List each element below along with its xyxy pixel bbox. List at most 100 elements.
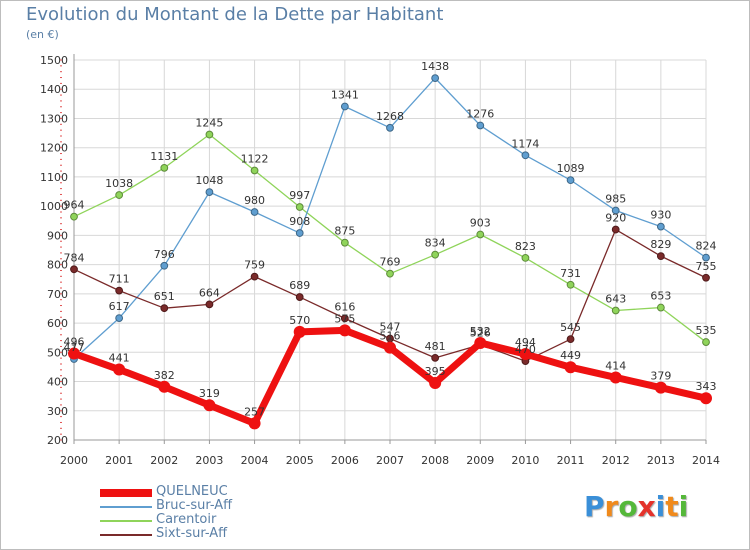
data-label-quelneuc: 449 [560,349,581,362]
y-tick-label: 800 [47,259,68,272]
data-point-carentoir [611,306,620,315]
legend-swatch [100,534,152,536]
y-tick-label: 500 [47,346,68,359]
data-point-quelneuc [700,392,712,405]
data-label-sixt-sur-aff: 689 [289,279,310,292]
y-tick-label: 1400 [40,83,68,96]
legend-swatch [100,506,152,508]
x-tick-label: 2011 [557,454,585,467]
x-tick-label: 2001 [105,454,133,467]
data-point-bruc-sur-aff [386,123,394,132]
legend-swatch [100,520,152,522]
series-layer [68,74,712,430]
data-point-quelneuc [338,324,351,337]
data-point-quelneuc [384,341,396,354]
data-point-sixt-sur-aff [160,304,169,313]
logo-letter: r [604,490,619,523]
data-label-quelneuc: 532 [470,325,491,338]
data-label-sixt-sur-aff: 526 [470,327,491,340]
data-label-carentoir: 875 [334,225,355,238]
data-label-bruc-sur-aff: 1048 [195,174,223,187]
data-point-quelneuc [609,371,622,384]
data-point-quelneuc [68,347,80,360]
y-tick-label: 700 [47,288,68,301]
data-point-carentoir [70,212,78,221]
data-label-sixt-sur-aff: 755 [696,260,717,273]
data-point-bruc-sur-aff [160,261,169,270]
data-label-carentoir: 643 [605,293,626,306]
data-label-sixt-sur-aff: 829 [650,238,671,251]
data-point-bruc-sur-aff [250,208,259,216]
data-point-quelneuc [654,381,667,394]
data-label-quelneuc: 516 [380,330,401,343]
data-point-carentoir [431,250,440,259]
data-label-sixt-sur-aff: 481 [425,340,446,353]
x-tick-label: 2006 [331,454,359,467]
data-label-sixt-sur-aff: 547 [380,321,401,334]
data-label-carentoir: 903 [470,217,491,230]
data-label-bruc-sur-aff: 796 [154,248,175,261]
y-tick-label: 1300 [40,112,68,125]
data-point-bruc-sur-aff [656,222,665,231]
data-label-quelneuc: 441 [109,352,130,365]
data-label-bruc-sur-aff: 930 [650,209,671,222]
data-point-bruc-sur-aff [115,314,124,323]
data-label-carentoir: 997 [289,189,310,202]
data-label-sixt-sur-aff: 711 [109,273,130,286]
data-label-sixt-sur-aff: 920 [605,212,626,225]
data-point-quelneuc [293,325,306,338]
data-label-quelneuc: 570 [289,314,310,327]
data-point-bruc-sur-aff [476,121,485,130]
data-point-sixt-sur-aff [295,293,304,301]
data-point-bruc-sur-aff [521,151,530,160]
data-label-sixt-sur-aff: 470 [515,343,536,356]
data-point-sixt-sur-aff [566,335,575,344]
x-tick-label: 2005 [286,454,314,467]
data-label-sixt-sur-aff: 784 [64,251,85,264]
data-point-bruc-sur-aff [431,74,440,83]
data-label-bruc-sur-aff: 1276 [466,107,494,120]
data-point-quelneuc [158,380,171,393]
data-label-bruc-sur-aff: 477 [64,341,85,354]
data-point-carentoir [386,269,394,278]
data-label-bruc-sur-aff: 1089 [557,162,585,175]
data-point-carentoir [566,280,575,289]
data-point-sixt-sur-aff [115,286,124,295]
data-label-quelneuc: 257 [244,405,265,418]
y-tick-label: 1100 [40,171,68,184]
data-label-carentoir: 653 [650,290,671,303]
data-label-quelneuc: 343 [696,380,717,393]
legend-swatch [100,489,152,497]
data-label-bruc-sur-aff: 980 [244,194,265,207]
data-label-bruc-sur-aff: 1268 [376,110,404,123]
data-label-carentoir: 731 [560,267,581,280]
data-point-sixt-sur-aff [70,265,78,274]
chart-title: Evolution du Montant de la Dette par Hab… [26,4,444,25]
data-label-sixt-sur-aff: 664 [199,286,220,299]
data-label-bruc-sur-aff: 1438 [421,60,449,73]
legend-label: Sixt-sur-Aff [156,526,228,541]
legend-label: QUELNEUC [156,484,228,499]
axes: 200 300 400 500 600 700 800 900 1000 1100 1200 1300… [40,54,720,467]
data-point-bruc-sur-aff [566,176,575,185]
data-point-quelneuc [429,377,442,389]
data-label-quelneuc: 382 [154,369,175,382]
data-label-carentoir: 1038 [105,177,133,190]
data-point-quelneuc [564,361,577,374]
data-labels: 964 1038 1131 1245 1122 997 875 769 834 903 823 731… [64,60,717,418]
data-label-quelneuc: 494 [515,336,536,349]
data-label-bruc-sur-aff: 908 [289,215,310,228]
y-tick-label: 1000 [40,200,68,213]
data-label-carentoir: 1122 [241,152,269,165]
data-label-carentoir: 769 [380,256,401,269]
data-label-carentoir: 834 [425,237,446,250]
data-label-quelneuc: 496 [64,335,85,348]
proxiti-logo: Proxiti [584,490,688,523]
x-tick-label: 2009 [466,454,494,467]
data-label-carentoir: 1131 [150,150,178,163]
data-label-carentoir: 964 [64,199,85,212]
data-label-bruc-sur-aff: 1341 [331,88,359,101]
data-point-sixt-sur-aff [702,273,710,282]
x-tick-label: 2000 [60,454,88,467]
